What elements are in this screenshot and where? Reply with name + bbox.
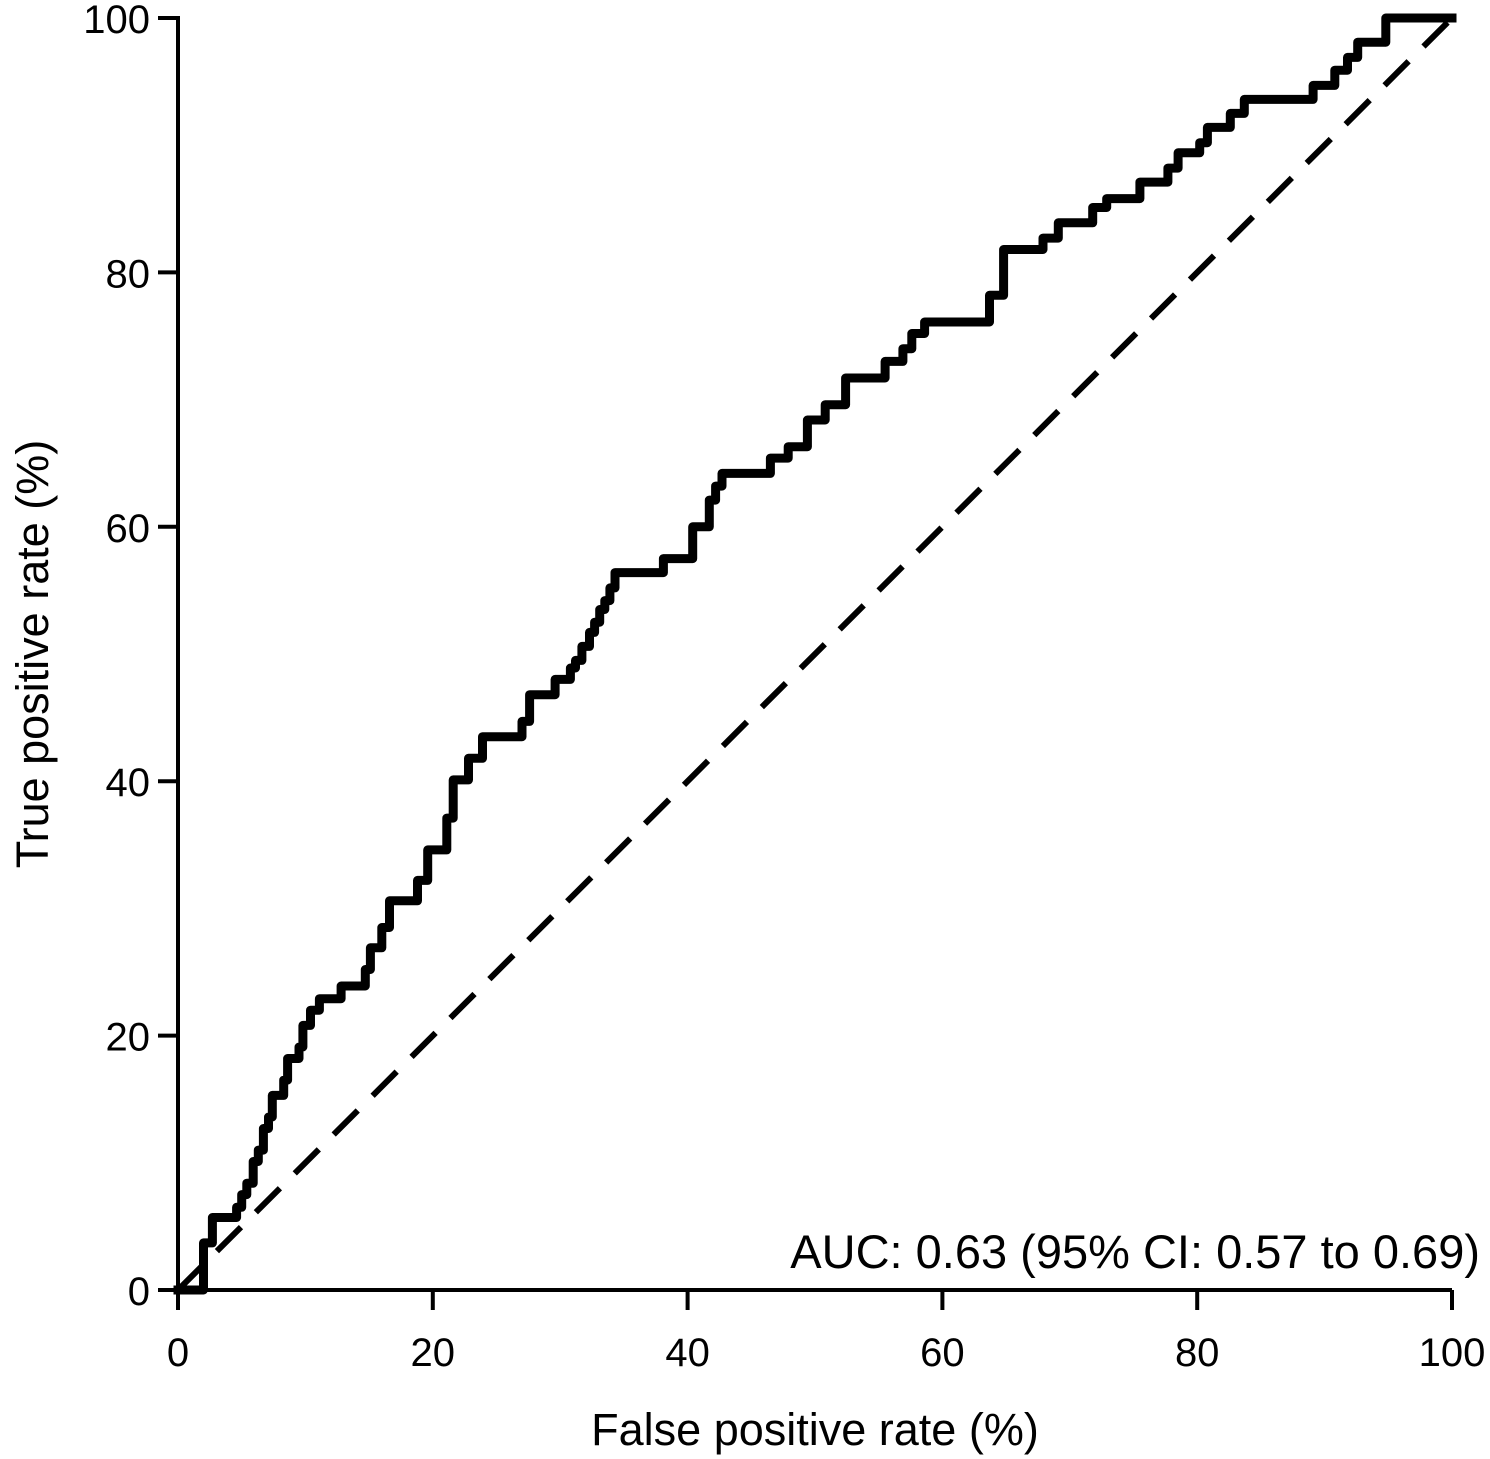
x-tick-label: 40 xyxy=(665,1331,710,1375)
x-tick-labels: 0 20 40 60 80 100 xyxy=(167,1331,1486,1375)
y-tick-label: 80 xyxy=(106,252,151,296)
x-tick-label: 80 xyxy=(1175,1331,1220,1375)
y-axis-label: True positive rate (%) xyxy=(7,440,58,868)
roc-curve xyxy=(173,13,1457,1295)
x-ticks xyxy=(176,1290,1454,1310)
y-tick-label: 60 xyxy=(106,507,151,551)
x-tick-label: 100 xyxy=(1419,1331,1486,1375)
axes: 0 20 40 60 80 100 0 20 40 60 80 100 xyxy=(83,0,1485,1375)
y-tick-label: 20 xyxy=(106,1016,151,1060)
y-tick-labels: 0 20 40 60 80 100 xyxy=(83,0,150,1314)
reference-diagonal-line xyxy=(175,15,1455,1293)
y-tick-label: 40 xyxy=(106,761,151,805)
x-tick-label: 20 xyxy=(411,1331,456,1375)
y-ticks xyxy=(158,16,178,1292)
x-tick-label: 60 xyxy=(920,1331,965,1375)
auc-annotation: AUC: 0.63 (95% CI: 0.57 to 0.69) xyxy=(790,1225,1480,1278)
y-tick-label: 0 xyxy=(128,1270,150,1314)
x-tick-label: 0 xyxy=(167,1331,189,1375)
x-axis-label: False positive rate (%) xyxy=(591,1404,1039,1455)
y-tick-label: 100 xyxy=(83,0,150,42)
